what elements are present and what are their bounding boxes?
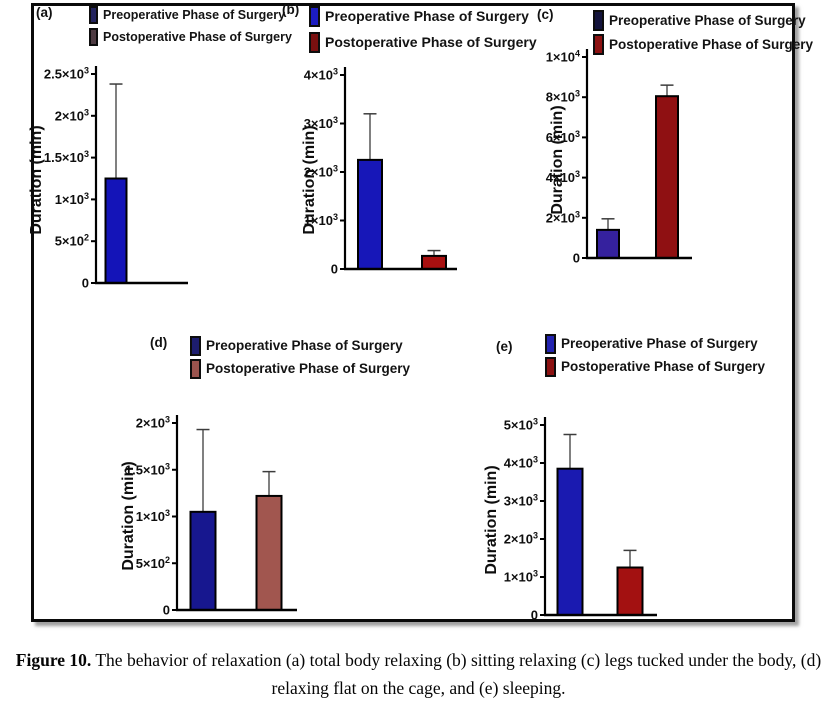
legend-label-postoperative: Postoperative Phase of Surgery [561,359,766,374]
y-tick-label: 1×103 [55,191,89,207]
y-axis-title: Duration (min) [301,125,318,234]
y-tick-label: 4×103 [546,169,580,185]
preoperative-swatch-icon [309,5,320,27]
y-tick-label: 1×104 [546,49,580,65]
panel-label-a: (a) [36,5,53,20]
preoperative-swatch-icon [545,333,556,354]
legend-row-postoperative: Postoperative Phase of Surgery [593,32,813,56]
y-axis-title: Duration (min) [28,125,45,234]
figure-caption: Figure 10. The behavior of relaxation (a… [0,646,837,702]
bar-preoperative [556,467,584,617]
legend-a: Preoperative Phase of Surgery Postoperat… [89,4,292,48]
y-tick-label: 1×103 [136,508,170,524]
legend-row-postoperative: Postoperative Phase of Surgery [190,357,410,380]
postoperative-swatch-icon [190,358,201,379]
legend-label-preoperative: Preoperative Phase of Surgery [609,12,806,28]
y-tick-label: 5×103 [504,417,538,433]
bar-preoperative [189,510,217,611]
bar-preoperative [104,177,128,284]
y-axis-title: Duration (min) [120,461,137,570]
postoperative-swatch-icon [309,31,320,53]
bar-preoperative [596,228,620,259]
preoperative-swatch-icon [593,9,604,31]
preoperative-swatch-icon [190,335,201,356]
y-axis-title: Duration (min) [483,465,500,574]
legend-label-preoperative: Preoperative Phase of Surgery [103,8,286,22]
legend-row-preoperative: Preoperative Phase of Surgery [545,332,765,355]
y-tick-label: 2×103 [55,107,89,123]
caption-line-1-text: The behavior of relaxation (a) total bod… [91,650,822,670]
y-tick-label: 2.5×103 [44,66,89,82]
bar-postoperative [255,494,283,611]
y-tick-label: 2×103 [136,415,170,431]
caption-figure-number: Figure 10. [15,650,92,670]
chart-e: 0 1×103 2×103 3×103 4×103 5×103 Duration (min) [483,417,657,623]
y-tick-label: 0 [331,262,338,277]
legend-d: Preoperative Phase of Surgery Postoperat… [190,334,410,380]
postoperative-swatch-icon [593,33,604,55]
legend-row-preoperative: Preoperative Phase of Surgery [309,3,537,29]
y-tick-label: 1×103 [504,569,538,585]
legend-label-postoperative: Postoperative Phase of Surgery [206,361,411,376]
y-tick-label: 5×102 [136,555,170,571]
y-tick-label: 4×103 [504,455,538,471]
bar-postoperative [616,566,644,616]
y-tick-label: 3×103 [304,115,338,131]
y-tick-label: 2×103 [504,531,538,547]
panel-label-b: (b) [282,2,300,17]
panel-label-d: (d) [150,335,168,350]
panel-label-e: (e) [496,339,513,354]
legend-label-postoperative: Postoperative Phase of Surgery [103,30,292,44]
chart-c: 0 2×103 4×103 6×103 8×103 1×104 Duration (min) [546,49,692,266]
y-tick-label: 2×103 [546,209,580,225]
legend-row-preoperative: Preoperative Phase of Surgery [593,8,813,32]
legend-label-postoperative: Postoperative Phase of Surgery [609,36,814,52]
legend-row-postoperative: Postoperative Phase of Surgery [309,29,537,55]
legend-label-preoperative: Preoperative Phase of Surgery [325,8,529,24]
legend-c: Preoperative Phase of Surgery Postoperat… [593,8,813,56]
bar-postoperative [421,254,447,270]
y-tick-label: 3×103 [504,493,538,509]
legend-e: Preoperative Phase of Surgery Postoperat… [545,332,765,378]
legend-row-postoperative: Postoperative Phase of Surgery [89,26,292,48]
panel-label-c: (c) [537,7,554,22]
preoperative-swatch-icon [89,6,98,24]
chart-a: 0 5×102 1×103 1.5×103 2×103 2.5×103 Duration (… [28,66,188,291]
caption-line-1: Figure 10. The behavior of relaxation (a… [0,646,837,674]
y-tick-label: 0 [82,276,89,291]
y-tick-label: 0 [573,251,580,266]
bar-postoperative [655,95,679,259]
y-tick-label: 0 [531,608,538,623]
y-tick-label: 5×102 [55,233,89,249]
legend-label-postoperative: Postoperative Phase of Surgery [325,34,537,50]
bar-preoperative [357,158,383,270]
y-tick-label: 1.5×103 [125,461,170,477]
y-tick-label: 8×103 [546,89,580,105]
y-tick-label: 6×103 [546,129,580,145]
caption-line-2: relaxing flat on the cage, and (e) sleep… [271,678,566,698]
postoperative-swatch-icon [89,28,98,46]
y-tick-label: 1.5×103 [44,149,89,165]
y-tick-label: 4×103 [304,67,338,83]
legend-row-preoperative: Preoperative Phase of Surgery [190,334,410,357]
chart-b: 0 1×103 2×103 3×103 4×103 Duration (min) [301,67,457,277]
legend-label-preoperative: Preoperative Phase of Surgery [206,338,403,353]
chart-d: 0 5×102 1×103 1.5×103 2×103 Duration (min) [120,415,297,618]
y-tick-label: 1×103 [304,212,338,228]
legend-label-preoperative: Preoperative Phase of Surgery [561,336,758,351]
y-tick-label: 2×103 [304,164,338,180]
legend-row-postoperative: Postoperative Phase of Surgery [545,355,765,378]
y-axis-title: Duration (min) [549,105,566,214]
y-tick-label: 0 [163,603,170,618]
legend-row-preoperative: Preoperative Phase of Surgery [89,4,292,26]
postoperative-swatch-icon [545,356,556,377]
legend-b: Preoperative Phase of Surgery Postoperat… [309,3,537,55]
